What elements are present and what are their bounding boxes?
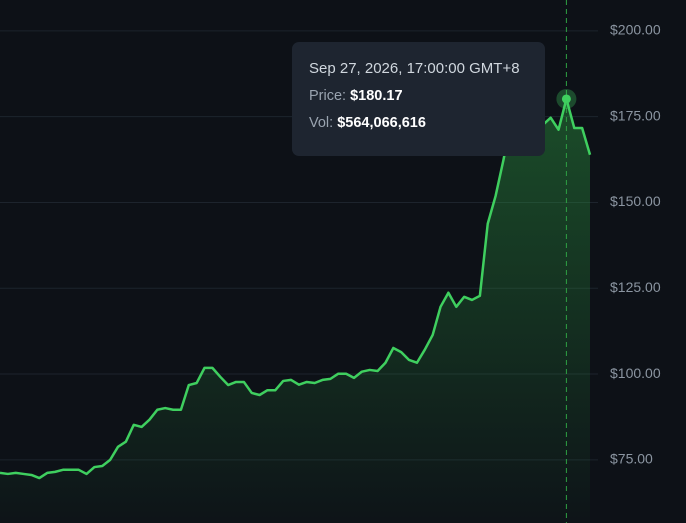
tooltip-vol: Vol: $564,066,616 [309,115,528,131]
y-tick-label: $100.00 [610,365,661,381]
y-tick-label: $125.00 [610,279,661,295]
vol-label: Vol: [309,115,334,131]
price-value: $180.17 [350,88,403,104]
tooltip: Sep 27, 2026, 17:00:00 GMT+8 Price: $180… [292,42,545,156]
price-label: Price: [309,88,347,104]
y-tick-label: $75.00 [610,451,653,467]
plot [0,0,592,523]
tooltip-title: Sep 27, 2026, 17:00:00 GMT+8 [309,60,520,77]
hover-point [561,94,571,104]
y-tick-label: $200.00 [610,22,661,38]
price-line [0,66,592,480]
area [0,67,590,523]
vol-value: $564,066,616 [337,115,426,131]
tooltip-price: Price: $180.17 [309,88,528,104]
y-tick-label: $150.00 [610,193,661,209]
y-tick-label: $175.00 [610,107,661,123]
